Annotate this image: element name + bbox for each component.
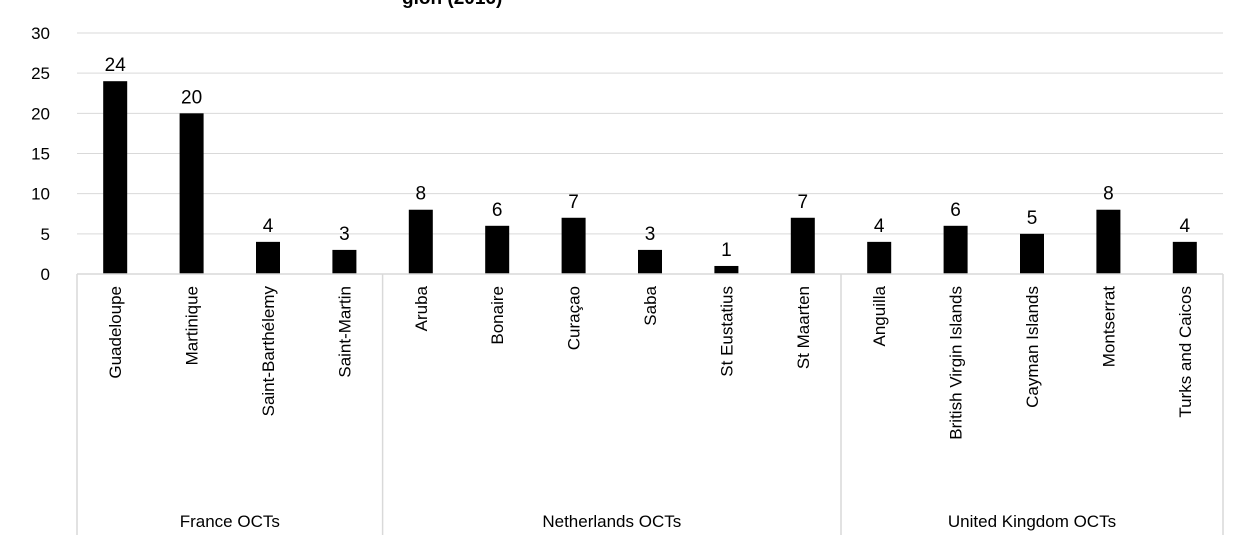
y-tick-label: 5 bbox=[41, 225, 50, 244]
bar bbox=[867, 241, 892, 274]
category-label: Turks and Caicos bbox=[1176, 286, 1195, 418]
category-label: Curaçao bbox=[565, 286, 584, 350]
bar bbox=[943, 225, 968, 274]
group-label: France OCTs bbox=[180, 512, 280, 531]
data-label: 8 bbox=[416, 184, 427, 205]
y-tick-label: 25 bbox=[31, 64, 50, 83]
bar bbox=[714, 265, 739, 274]
bar bbox=[1172, 241, 1197, 274]
bar bbox=[638, 249, 662, 274]
category-label: St Eustatius bbox=[717, 286, 736, 377]
category-label: Anguilla bbox=[870, 285, 889, 346]
data-label: 1 bbox=[721, 240, 732, 261]
y-tick-label: 15 bbox=[31, 145, 50, 164]
data-label: 5 bbox=[1027, 208, 1038, 229]
bar bbox=[485, 225, 510, 274]
category-label: British Virgin Islands bbox=[947, 286, 966, 440]
data-label: 6 bbox=[950, 200, 961, 221]
bar bbox=[408, 209, 433, 274]
bar bbox=[790, 217, 815, 274]
bar bbox=[1020, 233, 1044, 274]
data-label: 24 bbox=[105, 55, 127, 76]
group-label: United Kingdom OCTs bbox=[948, 512, 1116, 531]
data-label: 7 bbox=[798, 192, 809, 213]
category-label: Montserrat bbox=[1099, 286, 1118, 368]
category-label: Martinique bbox=[183, 286, 202, 365]
y-tick-label: 0 bbox=[41, 265, 50, 284]
bar bbox=[103, 81, 128, 274]
bar bbox=[256, 241, 280, 274]
category-label: Saba bbox=[641, 285, 660, 325]
data-label: 7 bbox=[568, 192, 579, 213]
bar bbox=[561, 217, 586, 274]
group-label: Netherlands OCTs bbox=[542, 512, 681, 531]
y-tick-label: 20 bbox=[31, 104, 50, 123]
category-label: Saint-Martin bbox=[335, 286, 354, 378]
data-label: 3 bbox=[645, 224, 656, 245]
category-label: Cayman Islands bbox=[1023, 286, 1042, 408]
bar bbox=[1096, 209, 1121, 274]
data-label: 4 bbox=[874, 216, 885, 237]
y-tick-label: 30 bbox=[31, 24, 50, 43]
bar bbox=[179, 113, 204, 274]
data-label: 20 bbox=[181, 87, 202, 108]
chart-title-fragment: gion (2016) bbox=[402, 0, 502, 9]
category-label: Aruba bbox=[412, 285, 431, 331]
category-label: Saint-Barthélemy bbox=[259, 286, 278, 417]
category-label: Bonaire bbox=[488, 286, 507, 345]
data-label: 4 bbox=[1180, 216, 1191, 237]
category-label: St Maarten bbox=[794, 286, 813, 369]
category-label: Guadeloupe bbox=[106, 286, 125, 379]
y-tick-label: 10 bbox=[31, 185, 50, 204]
data-label: 3 bbox=[339, 224, 350, 245]
data-label: 6 bbox=[492, 200, 503, 221]
bar bbox=[332, 249, 357, 274]
data-label: 4 bbox=[263, 216, 274, 237]
data-label: 8 bbox=[1103, 184, 1114, 205]
